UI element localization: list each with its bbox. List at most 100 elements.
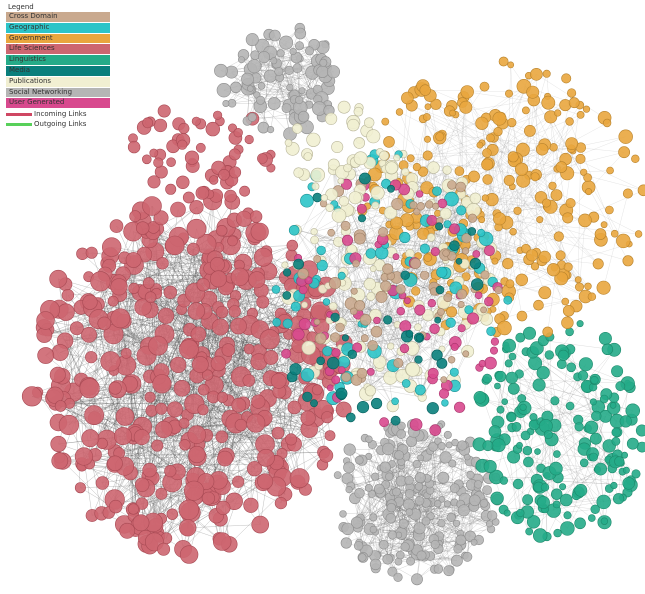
network-node bbox=[337, 100, 351, 114]
network-node bbox=[231, 397, 247, 413]
network-node bbox=[222, 100, 230, 108]
network-node bbox=[395, 284, 406, 295]
network-node bbox=[155, 487, 168, 500]
network-node bbox=[565, 117, 574, 126]
network-node bbox=[284, 65, 294, 75]
edge-line bbox=[379, 243, 388, 363]
edge-line bbox=[119, 445, 158, 454]
network-node bbox=[622, 188, 633, 199]
edge-line bbox=[426, 116, 580, 288]
network-node bbox=[250, 222, 269, 241]
network-node bbox=[325, 203, 334, 213]
network-node bbox=[330, 312, 340, 322]
network-node bbox=[426, 402, 439, 415]
edge-line bbox=[58, 301, 263, 423]
network-node bbox=[485, 520, 493, 528]
edge-line bbox=[88, 334, 214, 398]
network-node bbox=[287, 400, 302, 415]
network-node bbox=[499, 476, 508, 485]
network-node bbox=[54, 400, 67, 412]
edge-line bbox=[499, 301, 566, 320]
network-node bbox=[430, 98, 442, 110]
network-node bbox=[535, 143, 549, 156]
network-node bbox=[443, 220, 452, 229]
network-node bbox=[271, 426, 285, 440]
network-node bbox=[297, 110, 310, 123]
network-node bbox=[255, 95, 265, 105]
edge-line bbox=[106, 264, 135, 440]
network-node bbox=[576, 111, 585, 119]
network-node bbox=[578, 213, 592, 228]
network-node bbox=[270, 57, 278, 65]
network-node bbox=[587, 292, 597, 301]
network-node bbox=[519, 403, 527, 411]
network-node bbox=[415, 190, 424, 198]
network-node bbox=[369, 513, 378, 522]
network-node bbox=[202, 369, 214, 381]
network-node bbox=[311, 182, 320, 191]
edge-line bbox=[163, 249, 194, 430]
edge-line bbox=[442, 134, 625, 153]
network-node bbox=[503, 295, 513, 305]
edge-line bbox=[154, 251, 195, 404]
network-node bbox=[401, 167, 410, 177]
edge-line bbox=[579, 220, 586, 288]
network-node bbox=[279, 35, 294, 50]
network-node bbox=[316, 356, 326, 366]
network-node bbox=[455, 257, 463, 265]
network-node bbox=[503, 174, 515, 186]
network-node bbox=[574, 483, 588, 497]
network-node bbox=[452, 519, 461, 527]
edge-line bbox=[432, 446, 440, 545]
network-node bbox=[532, 528, 548, 543]
edge-line bbox=[504, 206, 551, 328]
network-node bbox=[439, 451, 452, 464]
network-node bbox=[566, 88, 577, 98]
network-node bbox=[530, 262, 540, 271]
network-node bbox=[546, 263, 561, 277]
edge-line bbox=[118, 256, 210, 288]
network-node bbox=[520, 430, 531, 441]
network-node bbox=[556, 359, 567, 370]
edge-line bbox=[454, 502, 471, 537]
network-node bbox=[631, 154, 640, 164]
network-node bbox=[562, 304, 575, 317]
network-node bbox=[455, 534, 467, 546]
edge-line bbox=[94, 388, 183, 416]
network-node bbox=[433, 564, 444, 574]
network-node bbox=[543, 430, 553, 440]
edge-line bbox=[505, 345, 597, 417]
network-node bbox=[626, 437, 639, 450]
network-node bbox=[416, 202, 425, 211]
network-node bbox=[605, 205, 614, 215]
network-node bbox=[320, 194, 329, 202]
network-node bbox=[482, 440, 494, 452]
network-node bbox=[468, 170, 480, 183]
network-node bbox=[611, 427, 621, 437]
network-node bbox=[579, 458, 589, 468]
network-node bbox=[507, 412, 517, 422]
network-node bbox=[239, 185, 250, 197]
edge-line bbox=[375, 487, 411, 565]
network-node bbox=[553, 450, 561, 458]
edge-line bbox=[131, 383, 134, 510]
network-node bbox=[319, 448, 334, 463]
network-node bbox=[405, 362, 420, 377]
network-node bbox=[436, 266, 448, 278]
network-node bbox=[383, 136, 395, 148]
network-node bbox=[149, 148, 159, 158]
network-node bbox=[353, 541, 364, 551]
edge-line bbox=[145, 364, 201, 538]
edge-line bbox=[447, 248, 599, 265]
network-node bbox=[46, 386, 64, 404]
edge-line bbox=[422, 96, 464, 234]
network-node bbox=[216, 500, 231, 515]
network-node bbox=[189, 200, 204, 215]
edge-line bbox=[313, 231, 454, 381]
network-node bbox=[209, 256, 225, 272]
edge-line bbox=[366, 331, 441, 394]
network-node bbox=[257, 82, 266, 90]
legend-item-media: Media bbox=[6, 65, 110, 76]
network-node bbox=[432, 202, 440, 210]
network-node bbox=[443, 500, 451, 508]
